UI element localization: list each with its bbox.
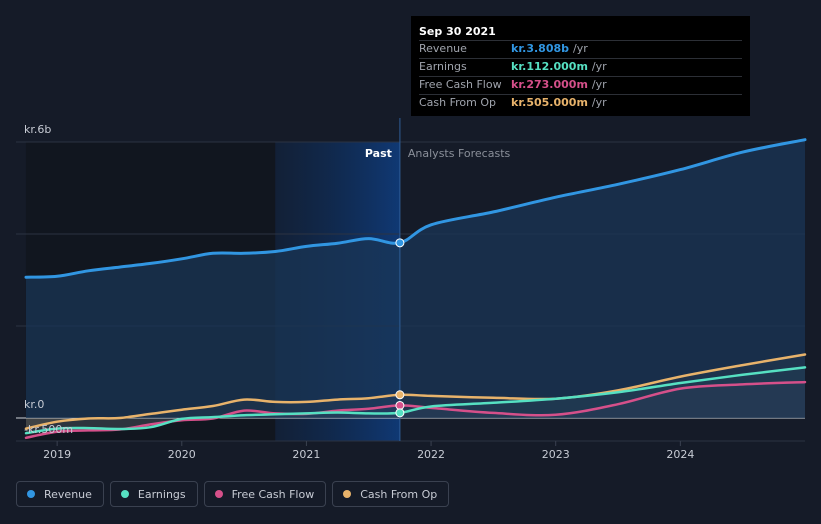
legend-item-cash-from-op[interactable]: Cash From Op: [332, 481, 450, 507]
legend-item-revenue[interactable]: Revenue: [16, 481, 104, 507]
tooltip-row-revenue: Revenue kr.3.808b /yr: [419, 40, 742, 58]
free-cash-flow-marker: [395, 400, 405, 410]
tooltip-date: Sep 30 2021: [419, 25, 496, 38]
tooltip-unit: /yr: [591, 78, 607, 91]
tooltip-value: kr.3.808b: [511, 42, 570, 55]
earnings-marker: [395, 408, 405, 418]
tooltip-value: kr.112.000m: [511, 60, 588, 73]
revenue-area: [26, 139, 805, 418]
cash-from-op-line: [24, 353, 807, 430]
legend-label: Revenue: [44, 487, 92, 501]
x-tick-label: 2024: [666, 448, 694, 461]
tooltip-row-earnings: Earnings kr.112.000m /yr: [419, 58, 742, 76]
tooltip-label: Free Cash Flow: [419, 78, 502, 91]
cash-from-op-marker: [395, 390, 405, 400]
series-lines: [24, 138, 807, 440]
legend-label: Earnings: [137, 487, 186, 501]
tooltip-label: Cash From Op: [419, 96, 497, 109]
legend-item-earnings[interactable]: Earnings: [109, 481, 198, 507]
tooltip: Sep 30 2021 Revenue kr.3.808b /yr Earnin…: [411, 16, 750, 116]
tooltip-unit: /yr: [591, 96, 607, 109]
x-tick-label: 2023: [542, 448, 570, 461]
past-label: Past: [365, 147, 392, 160]
x-tick-label: 2020: [168, 448, 196, 461]
tooltip-label: Earnings: [419, 60, 467, 73]
x-tick-label: 2022: [417, 448, 445, 461]
free-cash-flow-dot-icon: [214, 490, 223, 498]
legend-label: Cash From Op: [360, 487, 438, 501]
tooltip-value: kr.505.000m: [511, 96, 588, 109]
earnings-line: [24, 366, 807, 435]
x-axis-ticks: 2019 2020 2021 2022 2023 2024: [43, 441, 694, 461]
tooltip-value: kr.273.000m: [511, 78, 588, 91]
revenue-dot-icon: [27, 490, 35, 498]
revenue-marker: [395, 238, 405, 248]
y-axis-label-bottom: -kr.500m: [24, 423, 73, 436]
tooltip-unit: /yr: [591, 60, 607, 73]
cash-from-op-dot-icon: [343, 490, 352, 498]
y-axis-label-top: kr.6b: [24, 123, 51, 136]
legend-label: Free Cash Flow: [231, 487, 315, 501]
legend-item-free-cash-flow[interactable]: Free Cash Flow: [203, 481, 327, 507]
tooltip-label: Revenue: [419, 42, 467, 55]
tooltip-unit: /yr: [573, 42, 588, 55]
y-axis-label-zero: kr.0: [24, 398, 44, 411]
earnings-dot-icon: [120, 490, 129, 498]
forecast-label: Analysts Forecasts: [408, 147, 511, 160]
x-tick-label: 2019: [43, 448, 71, 461]
markers: [395, 238, 405, 418]
tooltip-row-cash-from-op: Cash From Op kr.505.000m /yr: [419, 94, 742, 112]
tooltip-row-free-cash-flow: Free Cash Flow kr.273.000m /yr: [419, 76, 742, 94]
x-tick-label: 2021: [292, 448, 320, 461]
legend: Revenue Earnings Free Cash Flow Cash Fro…: [16, 481, 450, 507]
revenue-line: [24, 138, 807, 279]
